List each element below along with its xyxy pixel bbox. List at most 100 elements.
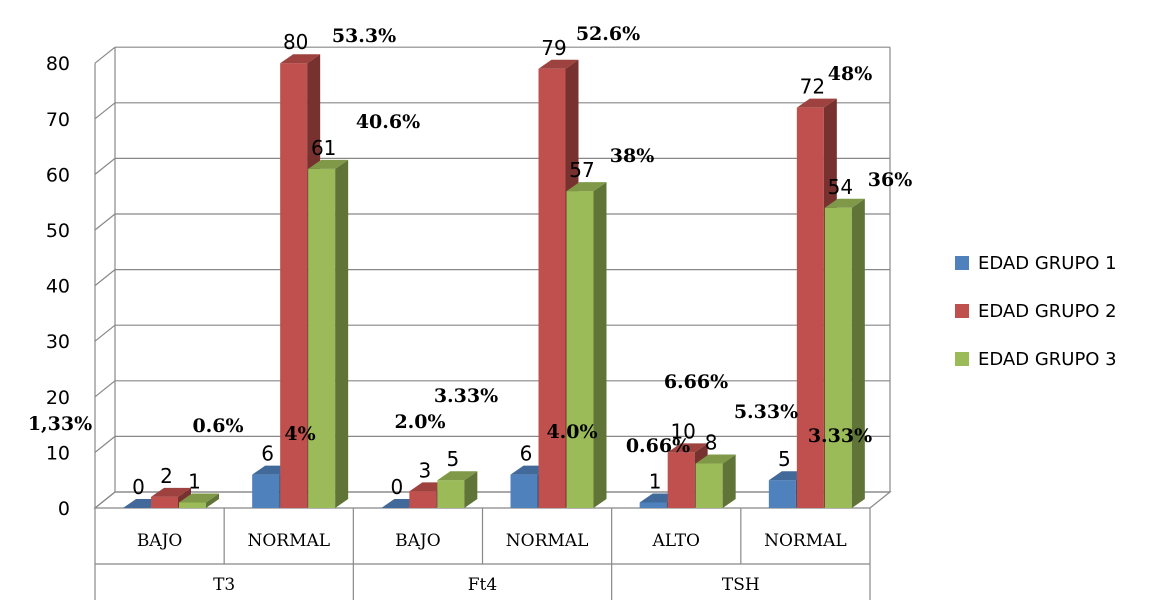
- bar: [566, 182, 607, 508]
- gridline-side: [94, 102, 116, 120]
- group-label: T3: [213, 575, 235, 595]
- y-tick-label: 30: [46, 331, 70, 353]
- bar-top: [667, 443, 708, 453]
- bar-side: [464, 471, 478, 508]
- bar-front: [768, 480, 796, 508]
- legend-label: EDAD GRUPO 3: [978, 349, 1117, 370]
- percent-label: 38%: [610, 145, 655, 167]
- percent-label: 0.6%: [192, 415, 243, 437]
- bar-front: [179, 502, 206, 508]
- bar-front: [538, 68, 566, 508]
- bar-front: [280, 63, 308, 508]
- gridline-side: [94, 213, 116, 231]
- gridline-side: [94, 435, 116, 453]
- category-label: NORMAL: [506, 531, 589, 551]
- value-label: 6: [520, 442, 533, 466]
- percent-label: 52.6%: [576, 23, 640, 45]
- bar-front: [151, 496, 178, 508]
- bar-front: [667, 452, 695, 508]
- group-label: TSH: [722, 575, 760, 595]
- bar-top: [695, 454, 736, 464]
- gridline-side: [94, 324, 116, 342]
- value-label: 54: [828, 175, 853, 199]
- bar-top: [566, 182, 607, 192]
- value-label: 5: [778, 447, 791, 471]
- legend-label: EDAD GRUPO 2: [978, 301, 1117, 322]
- x-axis-labels: BAJO NORMAL BAJO NORMAL ALTO NORMAL T3 Ft4 TSH: [94, 508, 871, 600]
- percent-label: 3.33%: [434, 385, 498, 407]
- percent-label: 4%: [284, 423, 315, 445]
- value-label: 1: [649, 469, 662, 493]
- legend-swatch: [955, 304, 969, 318]
- bar-top: [280, 54, 321, 64]
- category-label: NORMAL: [247, 531, 330, 551]
- bar-top: [151, 487, 191, 497]
- bar: [695, 454, 736, 508]
- y-tick-label: 60: [46, 164, 70, 186]
- gridline-side: [94, 380, 116, 398]
- value-label: 5: [446, 447, 459, 471]
- percent-label: 48%: [828, 63, 873, 85]
- gridline-side: [94, 269, 116, 287]
- bar-top: [179, 493, 219, 503]
- percent-label: 1,33%: [28, 413, 92, 435]
- y-tick-label: 20: [46, 387, 70, 409]
- bar-front: [639, 502, 667, 508]
- value-label: 10: [670, 419, 695, 443]
- value-label: 61: [311, 136, 336, 160]
- legend-label: EDAD GRUPO 1: [978, 253, 1117, 274]
- legend-item: EDAD GRUPO 1: [955, 253, 1117, 274]
- bar-side: [335, 159, 349, 508]
- bar-side: [593, 182, 607, 508]
- gridline-side: [94, 157, 116, 175]
- value-label: 80: [283, 30, 308, 54]
- bar-side: [722, 454, 736, 508]
- legend-item: EDAD GRUPO 2: [955, 301, 1117, 322]
- value-label: 6: [261, 442, 274, 466]
- bar-front: [510, 474, 538, 508]
- bar-top: [824, 198, 865, 208]
- value-label: 0: [132, 475, 145, 499]
- bar-front: [437, 480, 465, 508]
- value-label: 3: [418, 458, 431, 482]
- bar-top: [437, 471, 478, 481]
- bar-side: [206, 493, 219, 508]
- bar: [308, 159, 349, 508]
- group-label: Ft4: [468, 575, 497, 595]
- bar-side: [851, 198, 865, 508]
- bar: [179, 493, 219, 508]
- category-label: NORMAL: [764, 531, 847, 551]
- bar-front: [695, 463, 723, 508]
- category-label: BAJO: [137, 531, 183, 551]
- value-label: 2: [160, 464, 173, 488]
- bar-front: [308, 168, 336, 508]
- category-label: ALTO: [652, 531, 700, 551]
- percent-label: 53.3%: [332, 25, 396, 47]
- bar-top: [538, 59, 579, 69]
- bar-top: [308, 159, 349, 169]
- percent-label: 2.0%: [394, 411, 445, 433]
- gridline-side: [94, 46, 116, 64]
- y-tick-label: 0: [58, 498, 70, 520]
- percent-label: 6.66%: [664, 371, 728, 393]
- bar: [437, 471, 478, 508]
- value-label: 8: [705, 431, 718, 455]
- y-tick-label: 10: [46, 442, 70, 464]
- value-label: 0: [390, 475, 403, 499]
- bar-front: [796, 107, 824, 509]
- bar-front: [566, 191, 594, 508]
- legend-item: EDAD GRUPO 3: [955, 349, 1117, 370]
- percent-label: 0.66%: [626, 435, 690, 457]
- legend-swatch: [955, 352, 969, 366]
- y-tick-label: 40: [46, 276, 70, 298]
- legend-swatch: [955, 256, 969, 270]
- percent-label: 40.6%: [356, 111, 420, 133]
- y-tick-label: 50: [46, 220, 70, 242]
- percent-label: 5.33%: [734, 401, 798, 423]
- value-label: 72: [800, 75, 825, 99]
- value-label: 1: [188, 469, 201, 493]
- bar: [824, 198, 865, 508]
